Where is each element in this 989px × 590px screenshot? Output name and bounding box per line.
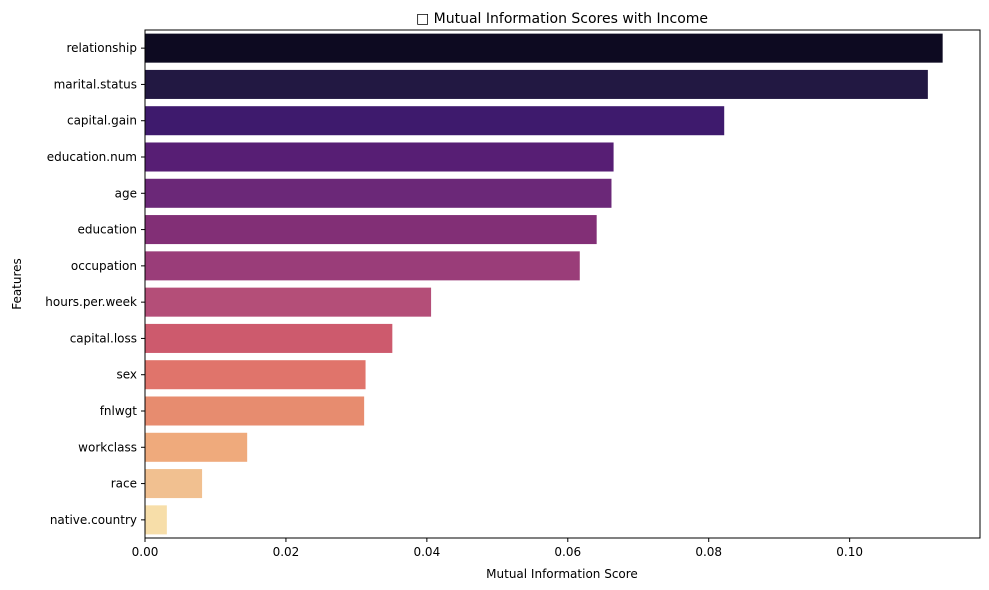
bar-hours-per-week (145, 287, 432, 317)
bar-age (145, 178, 612, 208)
y-tick-label: marital.status (54, 77, 137, 91)
x-axis-ticks: 0.00 0.02 0.04 0.06 0.08 0.10 (132, 538, 863, 559)
x-tick-label: 0.02 (273, 545, 300, 559)
y-tick-label: occupation (71, 259, 137, 273)
y-tick-label: hours.per.week (45, 295, 137, 309)
y-tick-label: race (111, 477, 137, 491)
y-tick-label: sex (116, 368, 137, 382)
bar-sex (145, 360, 366, 390)
bar-education-num (145, 142, 614, 172)
y-tick-label: capital.loss (70, 331, 137, 345)
y-axis-ticks: relationship marital.status capital.gain ed… (45, 41, 145, 527)
bar-race (145, 469, 203, 499)
bar-capital-gain (145, 106, 725, 136)
x-axis-title: Mutual Information Score (486, 567, 638, 581)
x-tick-label: 0.08 (695, 545, 722, 559)
y-tick-label: workclass (78, 440, 137, 454)
y-axis-title: Features (10, 258, 24, 310)
x-tick-label: 0.04 (413, 545, 440, 559)
y-tick-label: age (115, 186, 137, 200)
y-tick-label: fnlwgt (100, 404, 138, 418)
bar-marital-status (145, 69, 928, 99)
y-tick-label: native.country (50, 513, 137, 527)
chart-title: □ Mutual Information Scores with Income (416, 11, 708, 27)
x-tick-label: 0.10 (836, 545, 863, 559)
x-tick-label: 0.00 (132, 545, 159, 559)
bars-group (145, 33, 943, 535)
y-tick-label: education (77, 223, 137, 237)
x-tick-label: 0.06 (554, 545, 581, 559)
bar-fnlwgt (145, 396, 365, 426)
bar-education (145, 215, 597, 245)
bar-native-country (145, 505, 167, 535)
bar-occupation (145, 251, 580, 281)
bar-relationship (145, 33, 943, 63)
y-tick-label: capital.gain (67, 114, 137, 128)
y-tick-label: education.num (47, 150, 137, 164)
y-tick-label: relationship (66, 41, 137, 55)
bar-capital-loss (145, 323, 393, 353)
plot-frame (144, 29, 981, 539)
bar-workclass (145, 432, 248, 462)
